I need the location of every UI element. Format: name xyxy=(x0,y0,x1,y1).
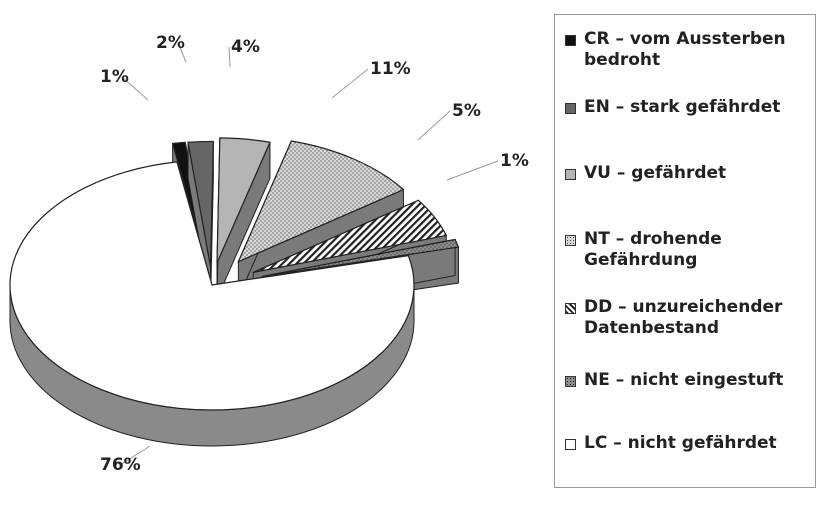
pie-slice-5 xyxy=(262,238,460,278)
legend-swatch-icon xyxy=(565,376,576,387)
pie-chart: 1% 2% 4% 11% 5% 1% 76% xyxy=(9,33,529,475)
slice-value-label-0: 1% xyxy=(100,67,129,87)
leader-line-6 xyxy=(119,445,151,466)
legend-swatch-icon xyxy=(565,103,576,114)
leader-line-2 xyxy=(228,46,231,68)
legend-label: LC – nicht gefährdet xyxy=(584,433,777,453)
slice-value-label-6: 76% xyxy=(100,455,141,475)
legend-item-6: LC – nicht gefährdet xyxy=(565,433,815,454)
legend-swatch-icon xyxy=(565,35,576,46)
pie-slice-3 xyxy=(237,140,405,263)
chart-legend: CR – vom Aussterben bedroht EN – stark ge… xyxy=(554,14,816,488)
pie-slice-2 xyxy=(216,137,271,264)
leader-line-1 xyxy=(177,42,187,63)
leader-line-3 xyxy=(331,68,369,99)
leader-line-0 xyxy=(121,76,149,101)
leader-line-5 xyxy=(446,160,499,181)
leader-line-4 xyxy=(417,110,451,141)
pie-slice-6 xyxy=(9,161,415,411)
legend-swatch-icon xyxy=(565,235,576,246)
legend-label: NT – drohende Gefährdung xyxy=(584,229,722,270)
slice-value-label-4: 5% xyxy=(452,101,481,121)
legend-item-1: EN – stark gefährdet xyxy=(565,97,815,118)
legend-swatch-icon xyxy=(565,439,576,450)
legend-item-3: NT – drohende Gefährdung xyxy=(565,229,815,271)
pie-slice-4 xyxy=(253,199,448,273)
slice-value-label-3: 11% xyxy=(370,59,411,79)
legend-label: VU – gefährdet xyxy=(584,163,727,183)
legend-item-4: DD – unzureichender Datenbestand xyxy=(565,297,815,339)
legend-swatch-icon xyxy=(565,303,576,314)
legend-label: DD – unzureichender Datenbestand xyxy=(584,297,783,338)
legend-label: CR – vom Aussterben bedroht xyxy=(584,29,786,70)
slice-value-label-5: 1% xyxy=(500,151,529,171)
legend-item-2: VU – gefährdet xyxy=(565,163,815,184)
legend-label: NE – nicht eingestuft xyxy=(584,370,784,390)
slice-value-label-2: 4% xyxy=(231,37,260,57)
legend-label: EN – stark gefährdet xyxy=(584,97,781,117)
legend-item-5: NE – nicht eingestuft xyxy=(565,370,815,391)
pie-slice-1 xyxy=(187,140,214,267)
legend-item-0: CR – vom Aussterben bedroht xyxy=(565,29,815,71)
slice-value-label-1: 2% xyxy=(156,33,185,53)
legend-swatch-icon xyxy=(565,169,576,180)
